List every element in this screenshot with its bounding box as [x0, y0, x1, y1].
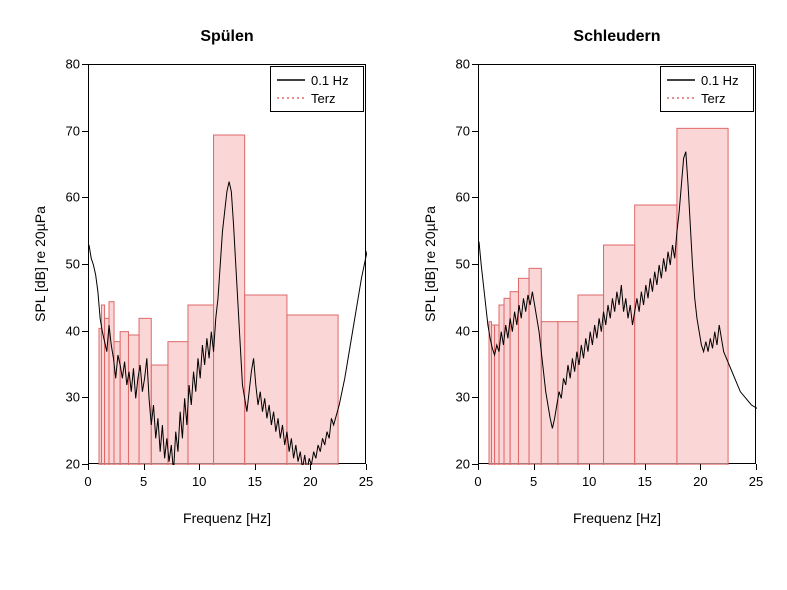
- terz-bar: [558, 322, 578, 465]
- legend: 0.1 Hz Terz: [270, 66, 364, 112]
- y-tick: [472, 264, 478, 265]
- terz-bar: [677, 128, 728, 465]
- terz-bar: [604, 245, 635, 465]
- terz-bar: [105, 318, 109, 465]
- y-tick: [82, 397, 88, 398]
- plot-svg-schleudern: [479, 65, 757, 465]
- x-tick-label: 10: [192, 474, 206, 489]
- legend-swatch: [667, 91, 695, 105]
- panel-title-spuelen: Spülen: [88, 28, 366, 46]
- y-tick: [472, 197, 478, 198]
- terz-bar: [541, 322, 558, 465]
- x-tick-label: 25: [359, 474, 373, 489]
- legend-label: Terz: [701, 91, 726, 106]
- x-tick-label: 15: [638, 474, 652, 489]
- y-tick-label: 80: [58, 57, 80, 72]
- terz-bar: [109, 302, 114, 465]
- y-tick-label: 60: [448, 190, 470, 205]
- legend-item: Terz: [667, 89, 747, 107]
- terz-bar: [499, 305, 504, 465]
- legend-label: 0.1 Hz: [311, 73, 349, 88]
- x-tick-label: 20: [693, 474, 707, 489]
- terz-bar: [287, 315, 338, 465]
- panel-title-schleudern: Schleudern: [478, 28, 756, 46]
- x-tick: [88, 464, 89, 470]
- y-axis-label: SPL [dB] re 20µPa: [32, 64, 48, 464]
- legend-label: Terz: [311, 91, 336, 106]
- x-tick: [756, 464, 757, 470]
- y-tick: [82, 264, 88, 265]
- y-tick: [472, 397, 478, 398]
- terz-bar: [120, 332, 128, 465]
- y-tick-label: 50: [448, 257, 470, 272]
- y-tick: [472, 464, 478, 465]
- legend-label: 0.1 Hz: [701, 73, 739, 88]
- x-tick: [534, 464, 535, 470]
- y-tick-label: 50: [58, 257, 80, 272]
- terz-bar: [139, 318, 151, 465]
- y-tick-label: 40: [448, 323, 470, 338]
- plot-svg-spuelen: [89, 65, 367, 465]
- terz-bar: [128, 335, 139, 465]
- x-tick: [366, 464, 367, 470]
- x-tick-label: 15: [248, 474, 262, 489]
- y-axis-label: SPL [dB] re 20µPa: [422, 64, 438, 464]
- x-tick-label: 20: [303, 474, 317, 489]
- legend-swatch: [277, 73, 305, 87]
- x-axis-label: Frequenz [Hz]: [478, 510, 756, 526]
- y-tick: [82, 464, 88, 465]
- y-tick: [472, 64, 478, 65]
- y-tick: [82, 131, 88, 132]
- y-tick-label: 70: [58, 123, 80, 138]
- x-tick-label: 5: [530, 474, 537, 489]
- x-tick: [589, 464, 590, 470]
- plot-area-schleudern: [478, 64, 756, 464]
- terz-bar: [245, 295, 287, 465]
- x-tick-label: 10: [582, 474, 596, 489]
- x-tick-label: 25: [749, 474, 763, 489]
- y-tick-label: 80: [448, 57, 470, 72]
- x-tick: [478, 464, 479, 470]
- x-tick: [199, 464, 200, 470]
- legend: 0.1 Hz Terz: [660, 66, 754, 112]
- y-tick-label: 60: [58, 190, 80, 205]
- y-tick: [82, 331, 88, 332]
- legend-item: 0.1 Hz: [667, 71, 747, 89]
- y-tick-label: 70: [448, 123, 470, 138]
- x-tick: [144, 464, 145, 470]
- x-tick: [700, 464, 701, 470]
- y-tick-label: 30: [448, 390, 470, 405]
- legend-swatch: [667, 73, 695, 87]
- y-tick-label: 40: [58, 323, 80, 338]
- y-tick-label: 30: [58, 390, 80, 405]
- legend-swatch: [277, 91, 305, 105]
- legend-item: 0.1 Hz: [277, 71, 357, 89]
- x-tick-label: 0: [84, 474, 91, 489]
- y-tick: [82, 64, 88, 65]
- x-tick: [255, 464, 256, 470]
- x-tick: [645, 464, 646, 470]
- terz-bar: [188, 305, 214, 465]
- x-axis-label: Frequenz [Hz]: [88, 510, 366, 526]
- terz-bar: [518, 278, 529, 465]
- y-tick-label: 20: [58, 457, 80, 472]
- y-tick-label: 20: [448, 457, 470, 472]
- plot-area-spuelen: [88, 64, 366, 464]
- y-tick: [82, 197, 88, 198]
- y-tick: [472, 131, 478, 132]
- figure-canvas: Spülen051015202520304050607080Frequenz […: [0, 0, 787, 590]
- legend-item: Terz: [277, 89, 357, 107]
- terz-bar: [635, 205, 677, 465]
- x-tick-label: 0: [474, 474, 481, 489]
- y-tick: [472, 331, 478, 332]
- x-tick-label: 5: [140, 474, 147, 489]
- x-tick: [310, 464, 311, 470]
